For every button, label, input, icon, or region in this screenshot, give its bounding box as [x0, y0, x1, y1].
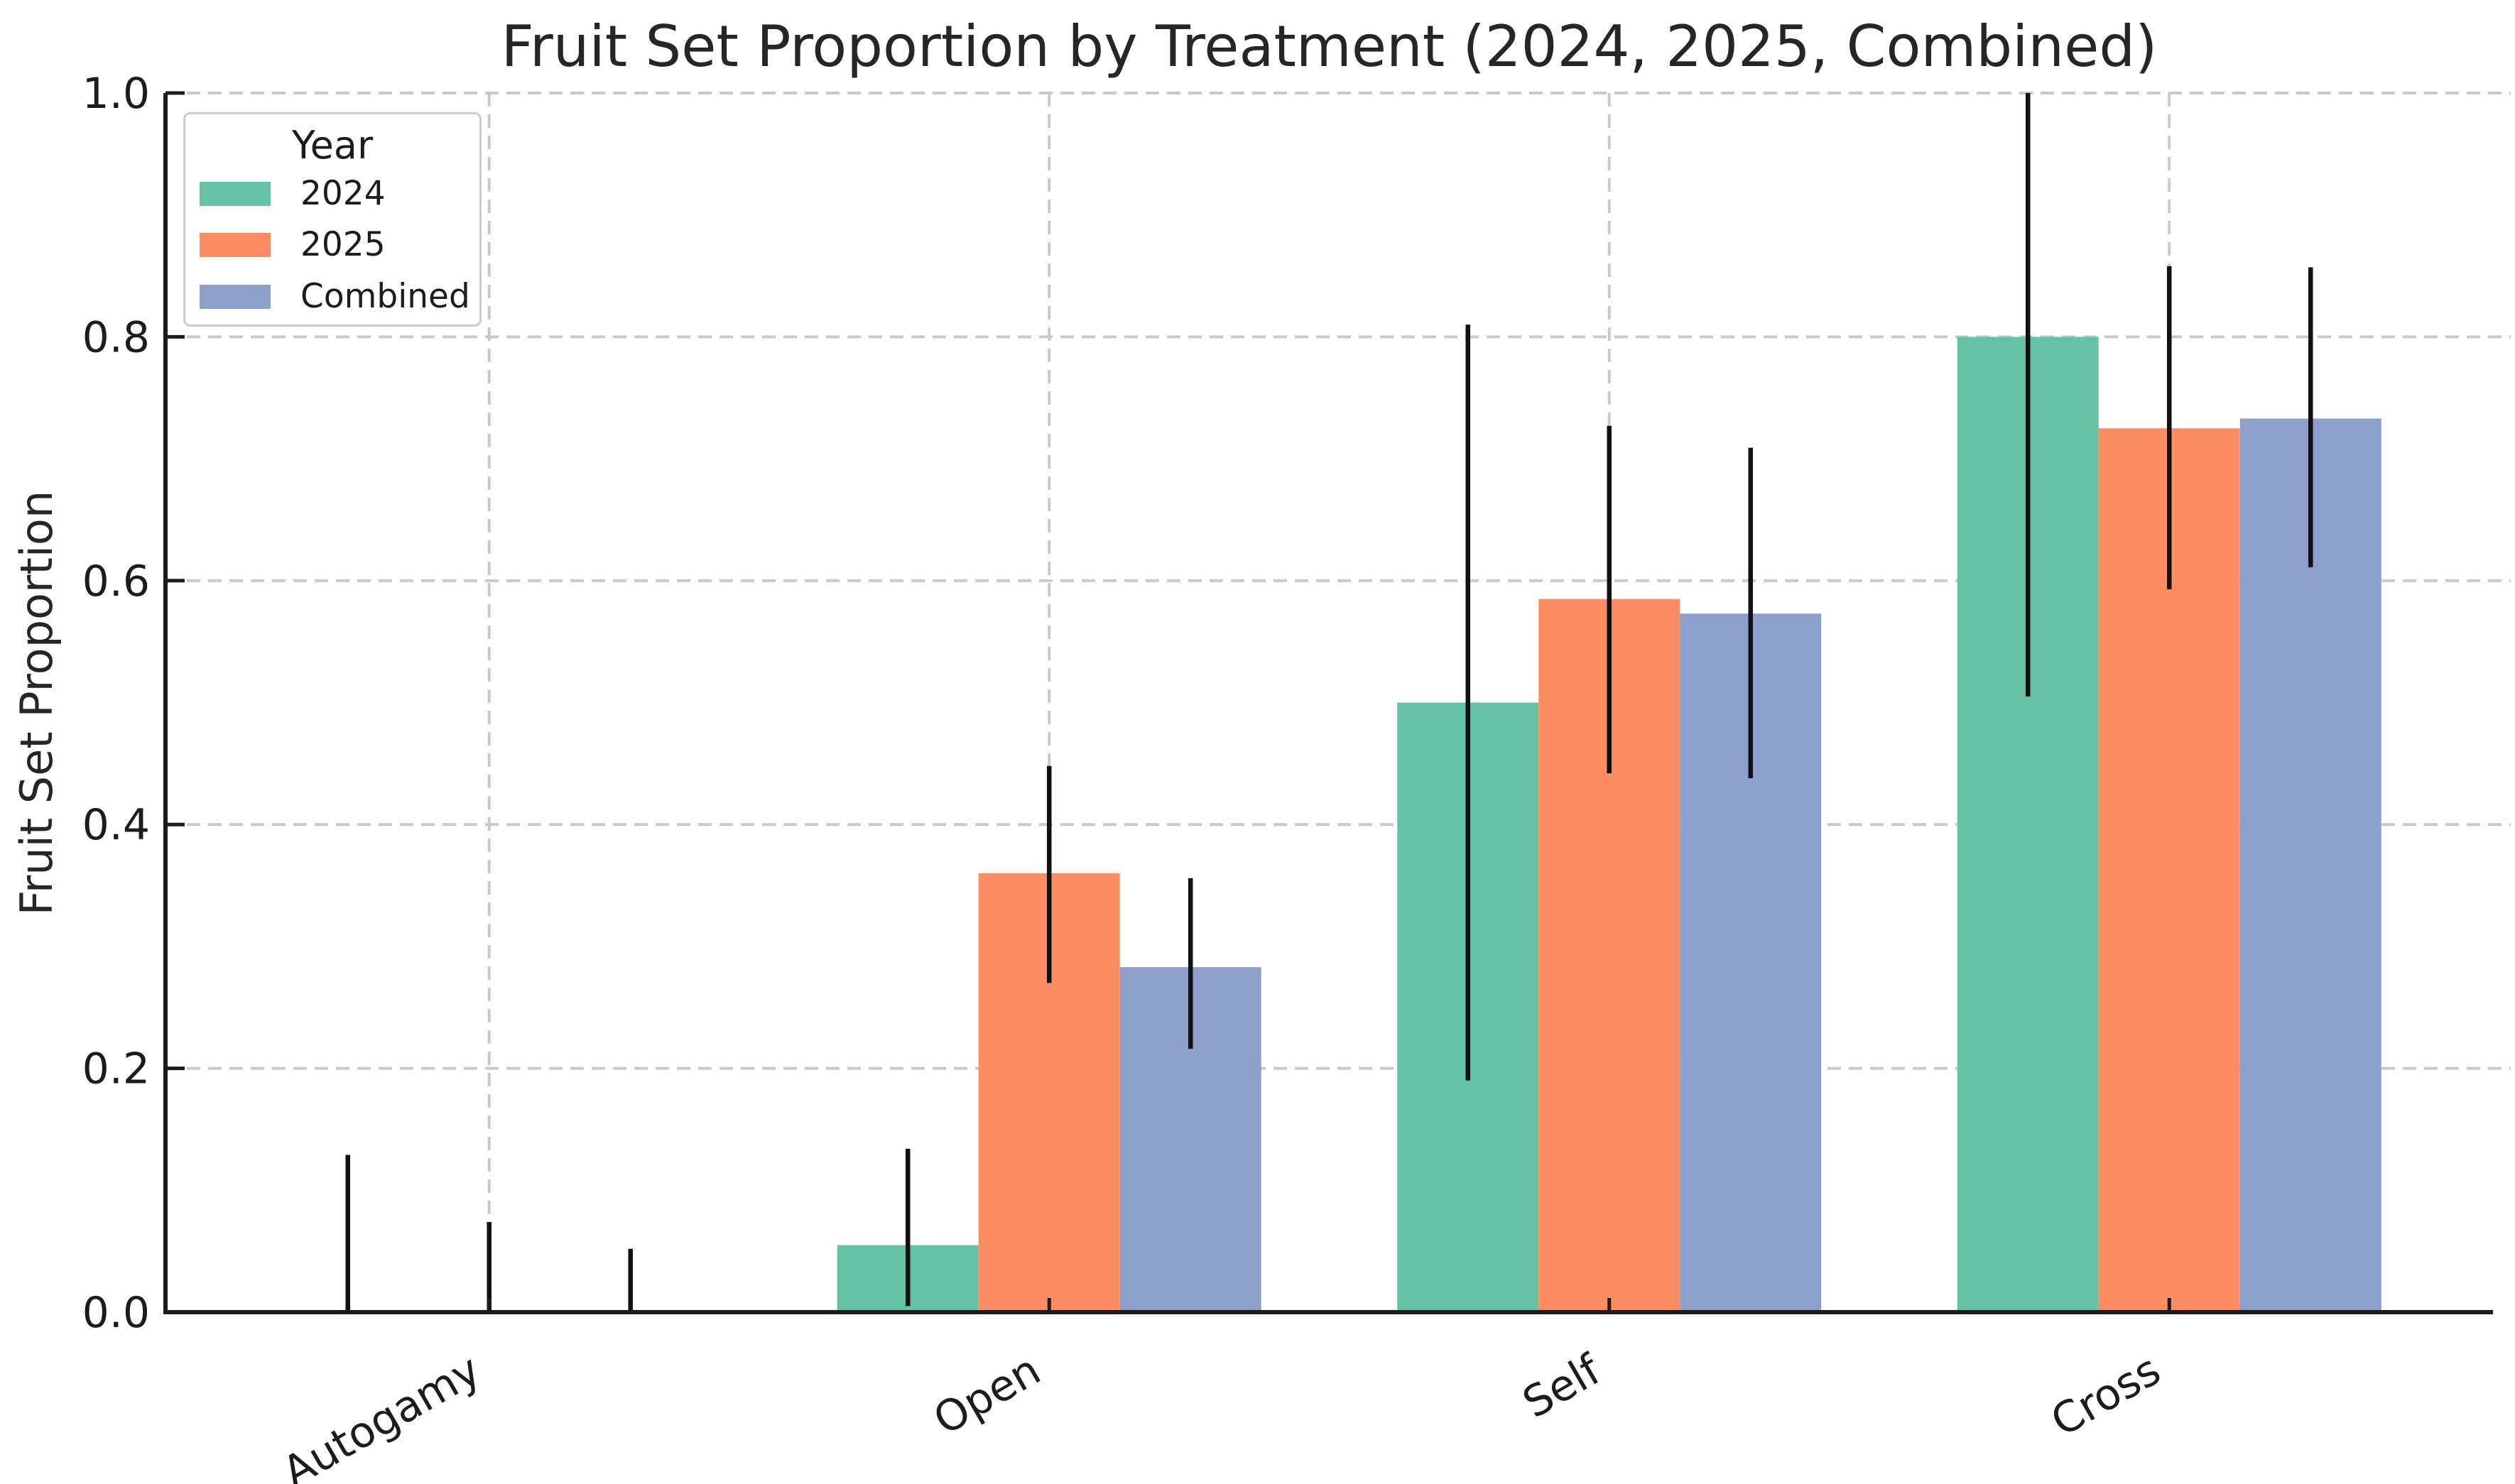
legend-swatch-2025	[200, 233, 271, 257]
x-tick-label: Open	[925, 1345, 1049, 1445]
y-tick-label: 0.8	[82, 312, 150, 362]
legend-label: 2025	[300, 225, 386, 264]
legend-entry: Combined	[185, 280, 479, 314]
legend-entry: 2025	[185, 228, 479, 262]
legend-entry: 2024	[185, 177, 479, 211]
x-tick-label: Cross	[2043, 1345, 2168, 1446]
legend-label: Combined	[300, 277, 470, 316]
bar	[2239, 418, 2381, 1313]
legend-title: Year	[291, 123, 374, 168]
legend-swatch-2024	[200, 182, 271, 206]
legend: Year 2024 2025 Combined	[183, 112, 482, 327]
chart-title: Fruit Set Proportion by Treatment (2024,…	[501, 13, 2158, 80]
x-tick-label: Self	[1515, 1344, 1610, 1428]
legend-label: 2024	[300, 174, 386, 213]
y-tick-label: 0.2	[82, 1044, 150, 1094]
legend-swatch-combined	[200, 285, 271, 309]
x-tick-label: Autogamy	[274, 1345, 489, 1484]
y-tick-label: 0.4	[82, 800, 150, 850]
y-tick-label: 0.0	[82, 1288, 150, 1338]
y-tick-label: 1.0	[82, 69, 150, 119]
y-tick-label: 0.6	[82, 557, 150, 606]
